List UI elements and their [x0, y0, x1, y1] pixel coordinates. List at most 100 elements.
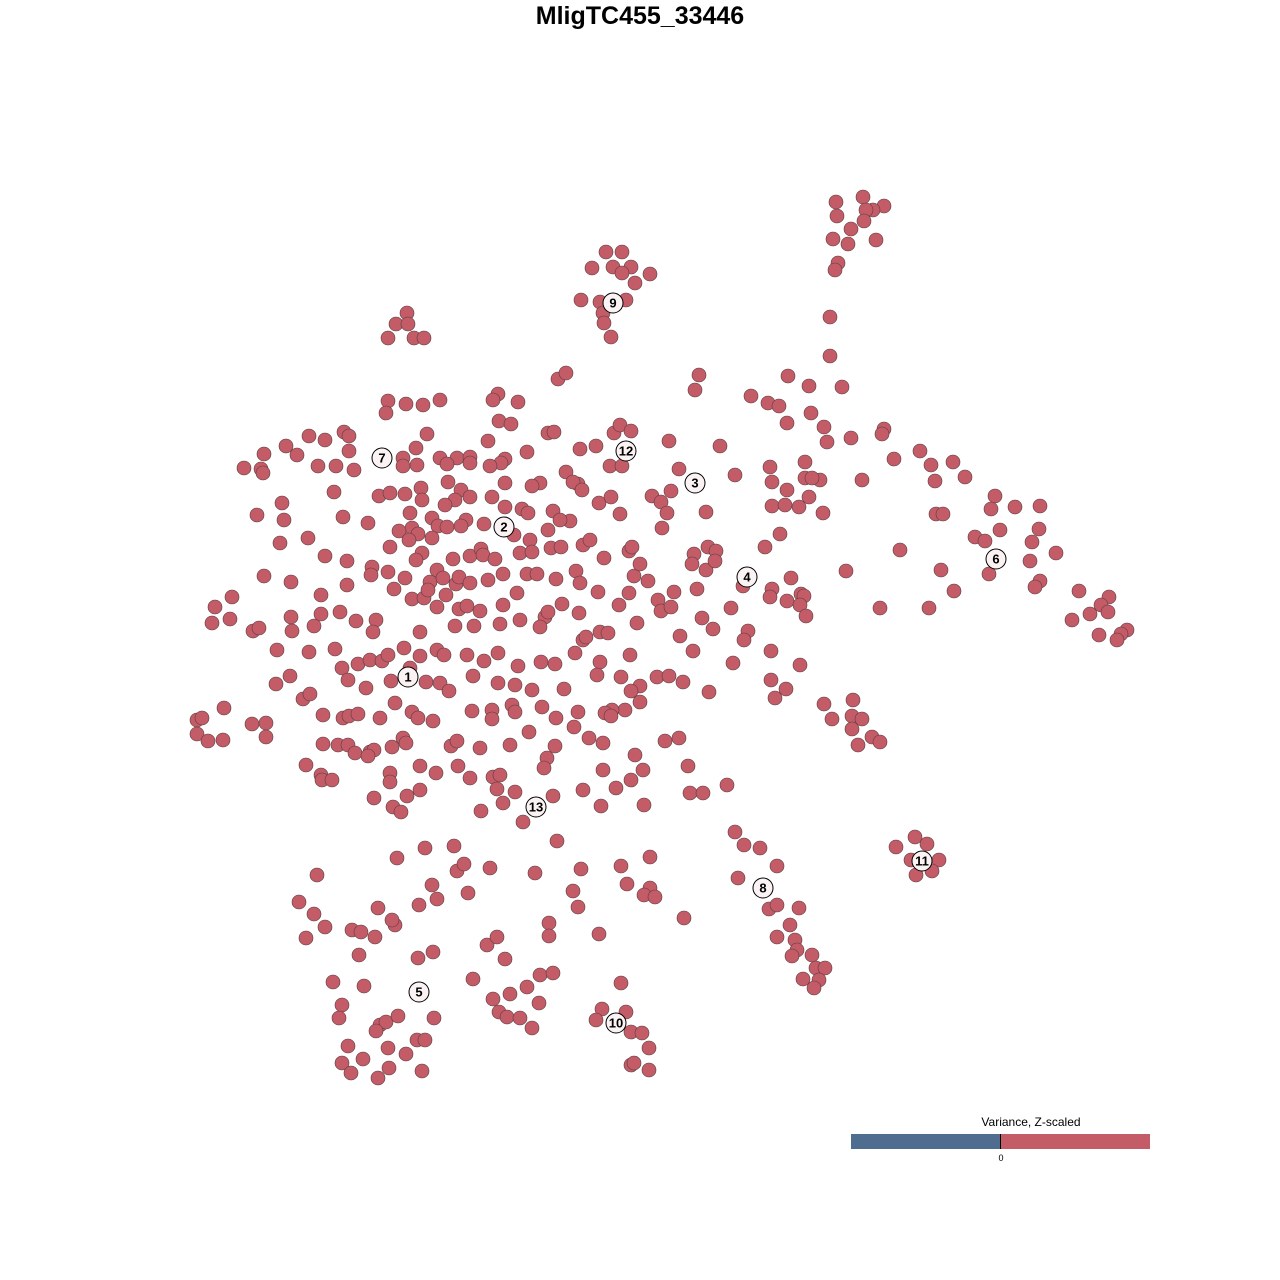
data-point [495, 597, 511, 613]
cluster-label-text: 5 [415, 985, 422, 1000]
cluster-label-badge [911, 850, 933, 872]
data-point [432, 392, 448, 408]
data-point [791, 900, 807, 916]
data-point [565, 883, 581, 899]
data-point [676, 910, 692, 926]
data-point [393, 804, 409, 820]
data-point [482, 458, 498, 474]
data-point [380, 564, 396, 580]
data-point [224, 589, 240, 605]
data-point [779, 593, 795, 609]
cluster-label-text: 6 [992, 552, 999, 567]
data-point [465, 971, 481, 987]
data-point [626, 1055, 642, 1071]
data-point [540, 604, 556, 620]
data-point [608, 780, 624, 796]
data-point [420, 582, 436, 598]
data-point [622, 647, 638, 663]
data-point [685, 643, 701, 659]
cluster-label-10: 10 [605, 1012, 627, 1034]
data-point [282, 668, 298, 684]
data-point [416, 330, 432, 346]
data-point [194, 710, 210, 726]
data-point [395, 458, 411, 474]
data-point [384, 912, 400, 928]
data-point [801, 489, 817, 505]
data-point [923, 457, 939, 473]
data-point [417, 840, 433, 856]
data-point [614, 265, 630, 281]
data-point [661, 668, 677, 684]
data-point [642, 849, 658, 865]
data-point [730, 870, 746, 886]
data-point [572, 575, 588, 591]
data-point [642, 266, 658, 282]
data-point [671, 730, 687, 746]
data-point [872, 600, 888, 616]
data-point [621, 585, 637, 601]
data-point [326, 484, 342, 500]
data-point [581, 730, 597, 746]
data-point [1082, 606, 1098, 622]
data-point [531, 995, 547, 1011]
data-point [327, 641, 343, 657]
data-point [398, 735, 414, 751]
data-point [541, 915, 557, 931]
legend-title: Variance, Z-scaled [981, 1115, 1081, 1129]
data-point [402, 505, 418, 521]
data-point [453, 518, 469, 534]
data-point [328, 458, 344, 474]
data-point [334, 660, 350, 676]
data-point [424, 877, 440, 893]
data-point [819, 434, 835, 450]
data-point [480, 433, 496, 449]
data-point [497, 499, 513, 515]
data-point [772, 526, 788, 542]
data-point [584, 260, 600, 276]
data-point [269, 642, 285, 658]
data-point [981, 566, 997, 582]
data-point [541, 928, 557, 944]
data-point [497, 475, 513, 491]
data-point [570, 899, 586, 915]
data-point [1100, 604, 1116, 620]
data-point [591, 926, 607, 942]
data-point [472, 740, 488, 756]
data-point [596, 550, 612, 566]
data-point [743, 388, 759, 404]
data-point [554, 596, 570, 612]
data-point [472, 603, 488, 619]
data-point [380, 330, 396, 346]
data-point [276, 512, 292, 528]
data-point [888, 839, 904, 855]
data-point [459, 598, 475, 614]
data-point [449, 733, 465, 749]
data-point [487, 551, 503, 567]
data-point [524, 544, 540, 560]
data-point [795, 971, 811, 987]
data-point [571, 605, 587, 621]
data-point [274, 495, 290, 511]
data-point [536, 760, 552, 776]
data-point [491, 413, 507, 429]
data-point [769, 929, 785, 945]
data-point [945, 454, 961, 470]
data-point [723, 600, 739, 616]
data-point [391, 523, 407, 539]
data-point [215, 732, 231, 748]
data-point [613, 669, 629, 685]
data-point [465, 668, 481, 684]
data-point [343, 1065, 359, 1081]
data-point [829, 208, 845, 224]
data-point [624, 539, 640, 555]
data-point [596, 315, 612, 331]
data-point [510, 658, 526, 674]
data-point [764, 474, 780, 490]
data-point [521, 724, 537, 740]
data-point [698, 504, 714, 520]
data-point [1032, 498, 1048, 514]
data-point [843, 430, 859, 446]
data-point [425, 713, 441, 729]
cluster-label-text: 2 [500, 520, 507, 535]
